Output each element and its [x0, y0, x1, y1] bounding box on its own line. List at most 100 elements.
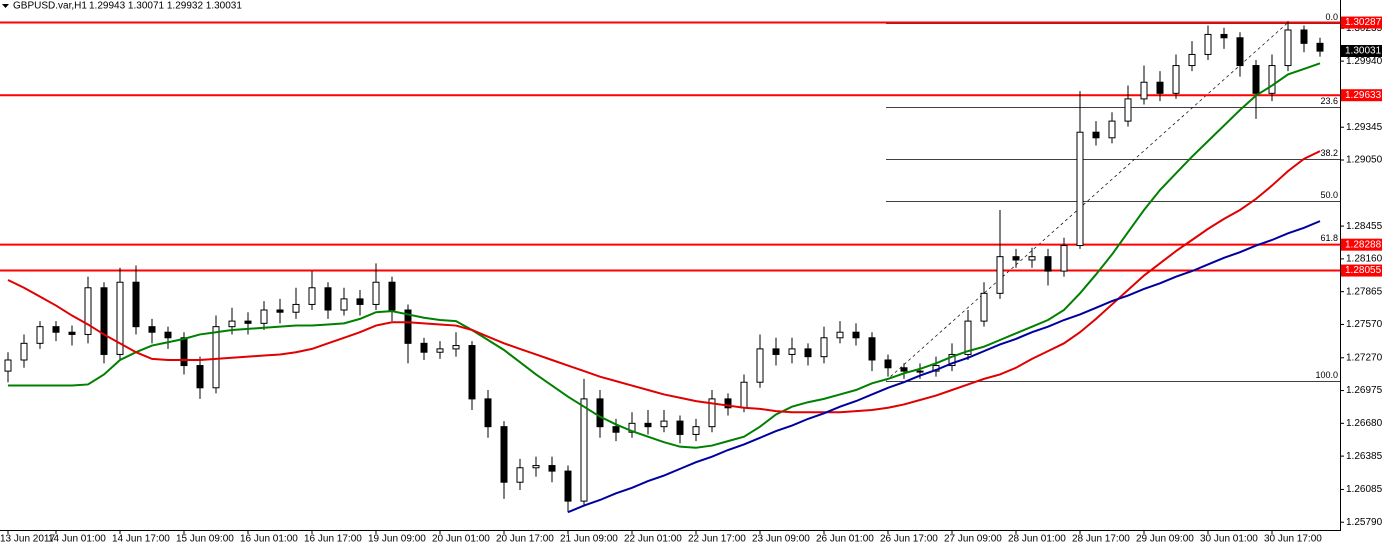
candle-body [676, 420, 684, 435]
x-tick-label: 26 Jun 17:00 [880, 534, 938, 545]
candle-body [1108, 120, 1116, 139]
candle-body [148, 326, 156, 333]
x-tick-label: 28 Jun 01:00 [1008, 534, 1066, 545]
level-price-label: 1.28288 [1345, 239, 1382, 250]
level-price-box [1341, 89, 1382, 102]
fibo-label: 0.0 [1325, 12, 1338, 22]
candle-body [548, 465, 556, 472]
candle-body [1220, 33, 1228, 39]
fibo-label: 61.8 [1320, 233, 1338, 243]
x-tick-label: 22 Jun 01:00 [624, 534, 682, 545]
y-tick-label: 1.27570 [1346, 319, 1382, 330]
x-tick-label: 20 Jun 17:00 [496, 534, 554, 545]
candle-body [772, 348, 780, 355]
candle-body [468, 345, 476, 400]
x-tick-label: 19 Jun 09:00 [368, 534, 426, 545]
x-tick-label: 16 Jun 17:00 [304, 534, 362, 545]
x-tick-label: 29 Jun 09:00 [1136, 534, 1194, 545]
y-tick-label: 1.26385 [1346, 451, 1382, 462]
candle-body [308, 287, 316, 305]
candle-body [1188, 53, 1196, 67]
x-tick-label: 22 Jun 17:00 [688, 534, 746, 545]
candle-body [564, 470, 572, 502]
ohlc-header: 1.29943 1.30071 1.29932 1.30031 [89, 1, 242, 12]
candle-body [1172, 65, 1180, 94]
y-tick-label: 1.29940 [1346, 56, 1382, 67]
candle-body [132, 281, 140, 328]
symbol-title: GBPUSD.var,H1 [13, 1, 87, 12]
candle-body [1028, 256, 1036, 261]
current-price-box [1341, 45, 1382, 57]
candle-body [740, 381, 748, 409]
candle-body [1204, 33, 1212, 55]
candle-body [4, 359, 12, 372]
candle-body [340, 298, 348, 311]
y-tick-label: 1.28160 [1346, 254, 1382, 265]
candle-body [388, 281, 396, 311]
candle-body [1268, 65, 1276, 94]
candle-body [1284, 29, 1292, 67]
candle-body [404, 309, 412, 344]
x-tick-label: 14 Jun 01:00 [48, 534, 106, 545]
candle-body [756, 348, 764, 383]
candle-body [1124, 98, 1132, 122]
candle-body [804, 348, 812, 358]
candle-body [36, 326, 44, 344]
candle-body [1316, 42, 1324, 52]
candle-body [692, 426, 700, 435]
x-tick-label: 15 Jun 09:00 [176, 534, 234, 545]
indicator-line [8, 62, 1321, 449]
candle-body [212, 326, 220, 389]
candle-body [244, 320, 252, 324]
candle-body [260, 309, 268, 324]
candle-body [1156, 81, 1164, 94]
candle-body [116, 281, 124, 355]
x-tick-label: 21 Jun 09:00 [560, 534, 618, 545]
candle-body [836, 331, 844, 339]
candle-body [324, 287, 332, 311]
current-price-label: 1.30031 [1345, 46, 1382, 57]
candle-body [612, 426, 620, 433]
x-tick-label: 26 Jun 01:00 [816, 534, 874, 545]
candle-body [52, 326, 60, 333]
level-price-label: 1.29633 [1345, 90, 1382, 101]
candle-body [516, 467, 524, 483]
candle-body [868, 337, 876, 361]
candle-body [628, 422, 636, 433]
candle-body [852, 331, 860, 339]
y-tick-label: 1.27865 [1346, 286, 1382, 297]
candle-body [916, 370, 924, 373]
candle-body [436, 348, 444, 353]
candle-body [948, 353, 956, 367]
indicator-line [567, 220, 1321, 514]
candle-body [1092, 131, 1100, 139]
x-tick-label: 23 Jun 09:00 [752, 534, 810, 545]
candle-body [964, 320, 972, 355]
y-tick-label: 1.26975 [1346, 385, 1382, 396]
candle-body [900, 367, 908, 372]
indicator-line [7, 150, 1321, 414]
x-tick-label: 20 Jun 01:00 [432, 534, 490, 545]
y-tick-label: 1.26680 [1346, 418, 1382, 429]
level-price-label: 1.28055 [1345, 265, 1382, 276]
candle-body [1236, 37, 1244, 67]
y-tick-label: 1.29345 [1346, 122, 1382, 133]
fibo-label: 23.6 [1320, 96, 1338, 106]
candle-body [660, 420, 668, 428]
candle-body [1012, 256, 1020, 261]
x-tick-label: 16 Jun 01:00 [240, 534, 298, 545]
candle-body [820, 337, 828, 358]
x-tick-label: 30 Jun 01:00 [1200, 534, 1258, 545]
y-tick-label: 1.28455 [1346, 221, 1382, 232]
candle-body [1300, 29, 1308, 44]
level-price-box [1341, 264, 1382, 277]
level-price-label: 1.30287 [1345, 17, 1382, 28]
candle-body [980, 292, 988, 322]
candle-body [1076, 131, 1084, 247]
level-price-box [1341, 16, 1382, 29]
candle-body [596, 398, 604, 428]
fibo-label: 50.0 [1320, 190, 1338, 200]
